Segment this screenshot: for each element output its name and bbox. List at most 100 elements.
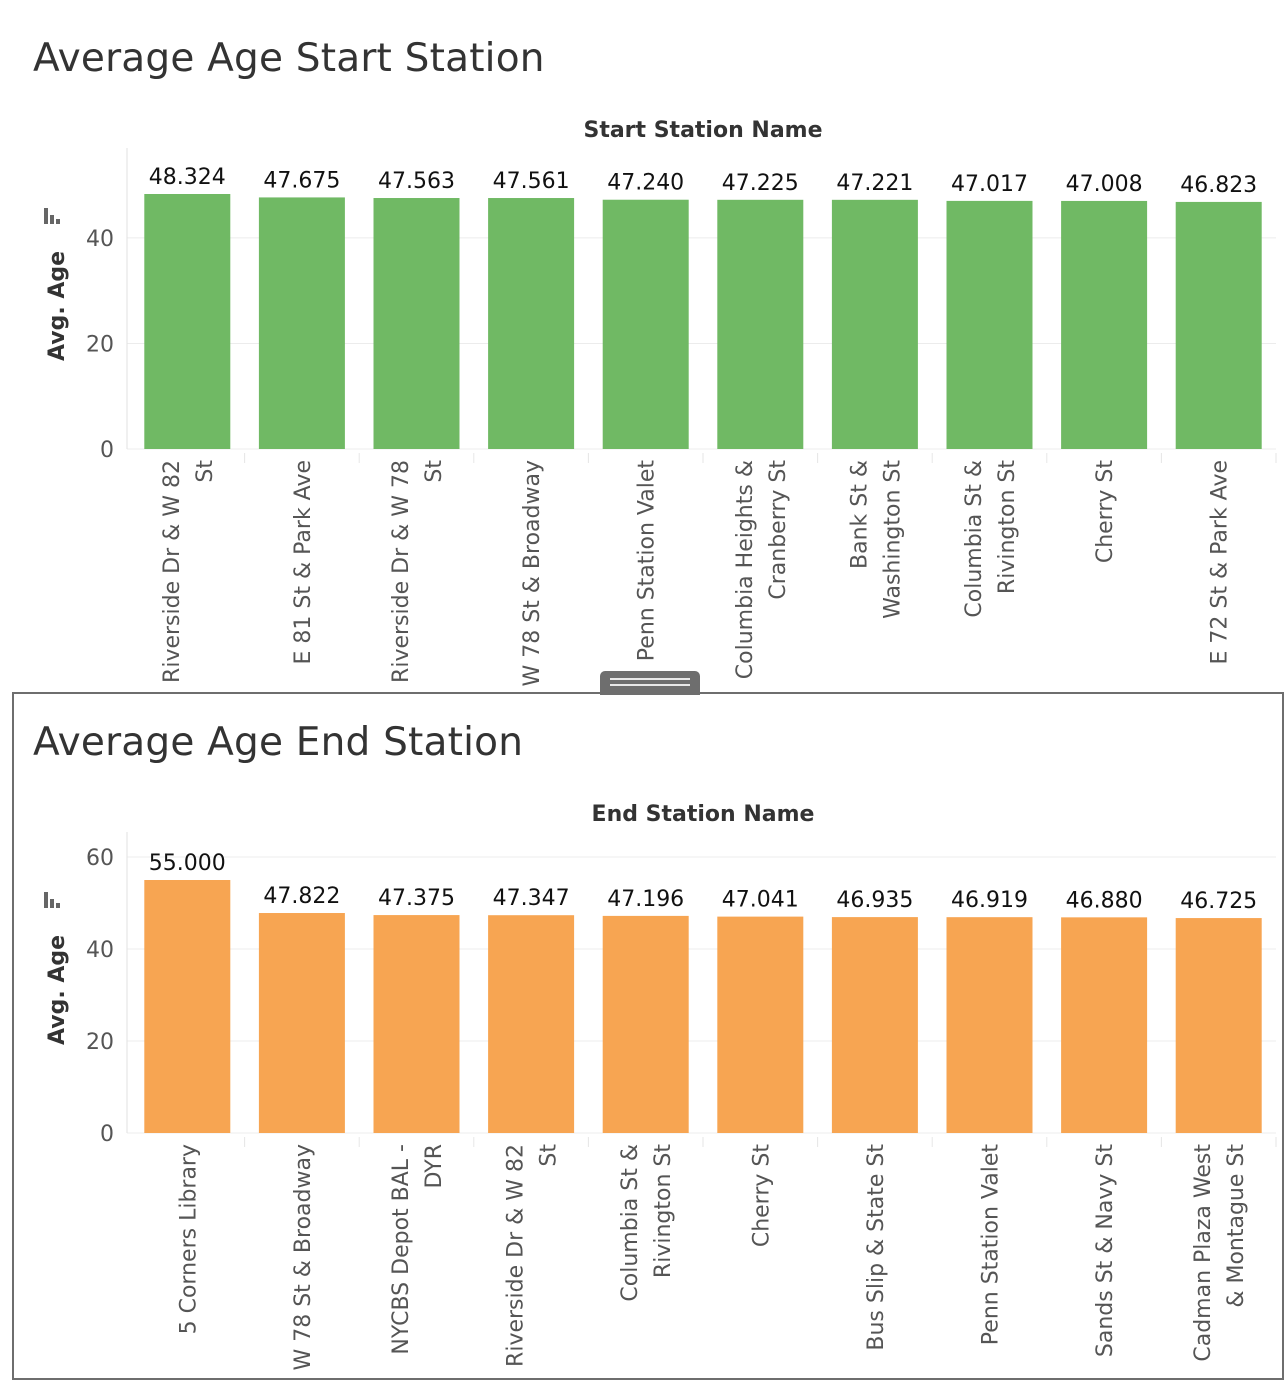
category-label-line: 5 Corners Library	[176, 1144, 201, 1334]
data-label: 47.240	[607, 171, 684, 196]
category-label: E 72 St & Park Ave	[1208, 460, 1233, 664]
category-label: Bank St & Washington St	[847, 460, 905, 619]
category-label: Bus Slip & State St	[864, 1144, 889, 1351]
data-label: 47.822	[263, 884, 340, 909]
category-label: Sands St & Navy St	[1093, 1144, 1118, 1357]
bar	[144, 194, 231, 449]
y-tick-label: 40	[86, 938, 114, 963]
sort-icon-bar	[44, 892, 48, 908]
data-label: 47.041	[722, 888, 799, 913]
category-label-line: St	[422, 460, 447, 483]
sort-icon-bar	[50, 215, 54, 224]
sort-icon	[44, 892, 60, 908]
data-label: 47.375	[378, 886, 455, 911]
category-label: Cherry St	[1093, 460, 1118, 564]
bar	[1175, 918, 1262, 1133]
category-label-line: Penn Station Valet	[979, 1144, 1004, 1346]
category-label: W 78 St & Broadway	[520, 460, 545, 687]
category-label-line: Cherry St	[749, 1144, 774, 1248]
bar	[258, 197, 345, 449]
end-station-panel: Average Age End Station End Station Name…	[0, 692, 1286, 1382]
category-label: Columbia Heights & Cranberry St	[733, 460, 791, 680]
category-label: Cadman Plaza West & Montague St	[1191, 1144, 1249, 1362]
data-label: 47.563	[378, 169, 455, 194]
data-label: 46.880	[1066, 888, 1143, 913]
bar	[488, 198, 575, 449]
category-label-line: Riverside Dr & W 82	[504, 1144, 529, 1367]
category-label-line: Penn Station Valet	[635, 460, 660, 662]
bar	[717, 916, 804, 1133]
category-label: Columbia St & Rivington St	[962, 460, 1020, 618]
data-label: 47.675	[263, 168, 340, 193]
data-label: 46.725	[1180, 889, 1257, 914]
grip-line	[610, 678, 690, 680]
bar	[1175, 201, 1262, 449]
category-label-line: Cranberry St	[766, 460, 791, 600]
sort-icon	[44, 208, 60, 224]
sort-icon-bar	[56, 219, 60, 224]
data-label: 47.221	[836, 171, 913, 196]
category-label: W 78 St & Broadway	[291, 1144, 316, 1371]
y-tick-label: 0	[100, 1122, 114, 1147]
category-label: Riverside Dr & W 78 St	[389, 460, 447, 683]
bar	[1061, 200, 1148, 449]
category-label-line: W 78 St & Broadway	[291, 1144, 316, 1371]
bar	[144, 880, 231, 1133]
category-label-line: Cadman Plaza West	[1191, 1144, 1216, 1362]
bar	[488, 915, 575, 1133]
category-label-line: Riverside Dr & W 78	[389, 460, 414, 683]
category-label: Penn Station Valet	[979, 1144, 1004, 1346]
category-label-line: Riverside Dr & W 82	[160, 460, 185, 683]
sort-icon-bar	[50, 899, 54, 908]
category-label-line: Columbia St &	[962, 460, 987, 618]
category-label-line: Bank St &	[847, 460, 872, 569]
bar	[1061, 917, 1148, 1133]
category-label: Cherry St	[749, 1144, 774, 1248]
data-label: 47.017	[951, 172, 1028, 197]
category-label: Penn Station Valet	[635, 460, 660, 662]
category-label-line: NYCBS Depot BAL -	[389, 1144, 414, 1355]
bar	[258, 913, 345, 1133]
data-label: 47.196	[607, 887, 684, 912]
data-label: 55.000	[149, 851, 226, 876]
x-axis-title: Start Station Name	[583, 118, 822, 143]
category-label-line: DYR	[422, 1144, 447, 1188]
category-label-line: Cherry St	[1093, 460, 1118, 564]
data-label: 46.823	[1180, 173, 1257, 198]
y-axis-title: Avg. Age	[45, 935, 70, 1045]
bar	[373, 915, 460, 1133]
grip-line	[610, 684, 690, 686]
sort-icon-bar	[56, 903, 60, 908]
y-tick-label: 20	[86, 1030, 114, 1055]
y-tick-label: 60	[86, 846, 114, 871]
category-label-line: & Montague St	[1224, 1144, 1249, 1308]
start-station-panel: Average Age Start Station Start Station …	[33, 36, 1277, 687]
data-label: 46.919	[951, 888, 1028, 913]
category-label-line: Columbia St &	[618, 1144, 643, 1302]
chart-title: Average Age End Station	[33, 720, 524, 765]
category-label-line: St	[537, 1144, 562, 1167]
category-label: NYCBS Depot BAL - DYR	[389, 1144, 447, 1355]
y-axis-title: Avg. Age	[45, 251, 70, 361]
sort-icon-bar	[44, 208, 48, 224]
resize-handle[interactable]	[600, 671, 700, 695]
bar	[602, 199, 689, 449]
category-label-line: Columbia Heights &	[733, 460, 758, 679]
data-label: 47.347	[493, 886, 570, 911]
category-label-line: E 81 St & Park Ave	[291, 460, 316, 664]
y-tick-label: 20	[86, 332, 114, 357]
category-label: Riverside Dr & W 82 St	[504, 1144, 562, 1367]
data-label: 47.225	[722, 171, 799, 196]
bar	[602, 915, 689, 1133]
category-label: Riverside Dr & W 82 St	[160, 460, 218, 683]
data-label: 47.561	[493, 169, 570, 194]
bar	[373, 198, 460, 449]
bar	[717, 199, 804, 449]
end-station-bar-chart: End Station Name 0 20 40 60 Avg. Age 55.000 5 C…	[44, 802, 1277, 1371]
category-label-line: Rivington St	[651, 1144, 676, 1278]
bar	[946, 917, 1033, 1133]
category-label-line: W 78 St & Broadway	[520, 460, 545, 687]
category-label: E 81 St & Park Ave	[291, 460, 316, 664]
x-axis-title: End Station Name	[592, 802, 815, 827]
data-label: 46.935	[836, 888, 913, 913]
